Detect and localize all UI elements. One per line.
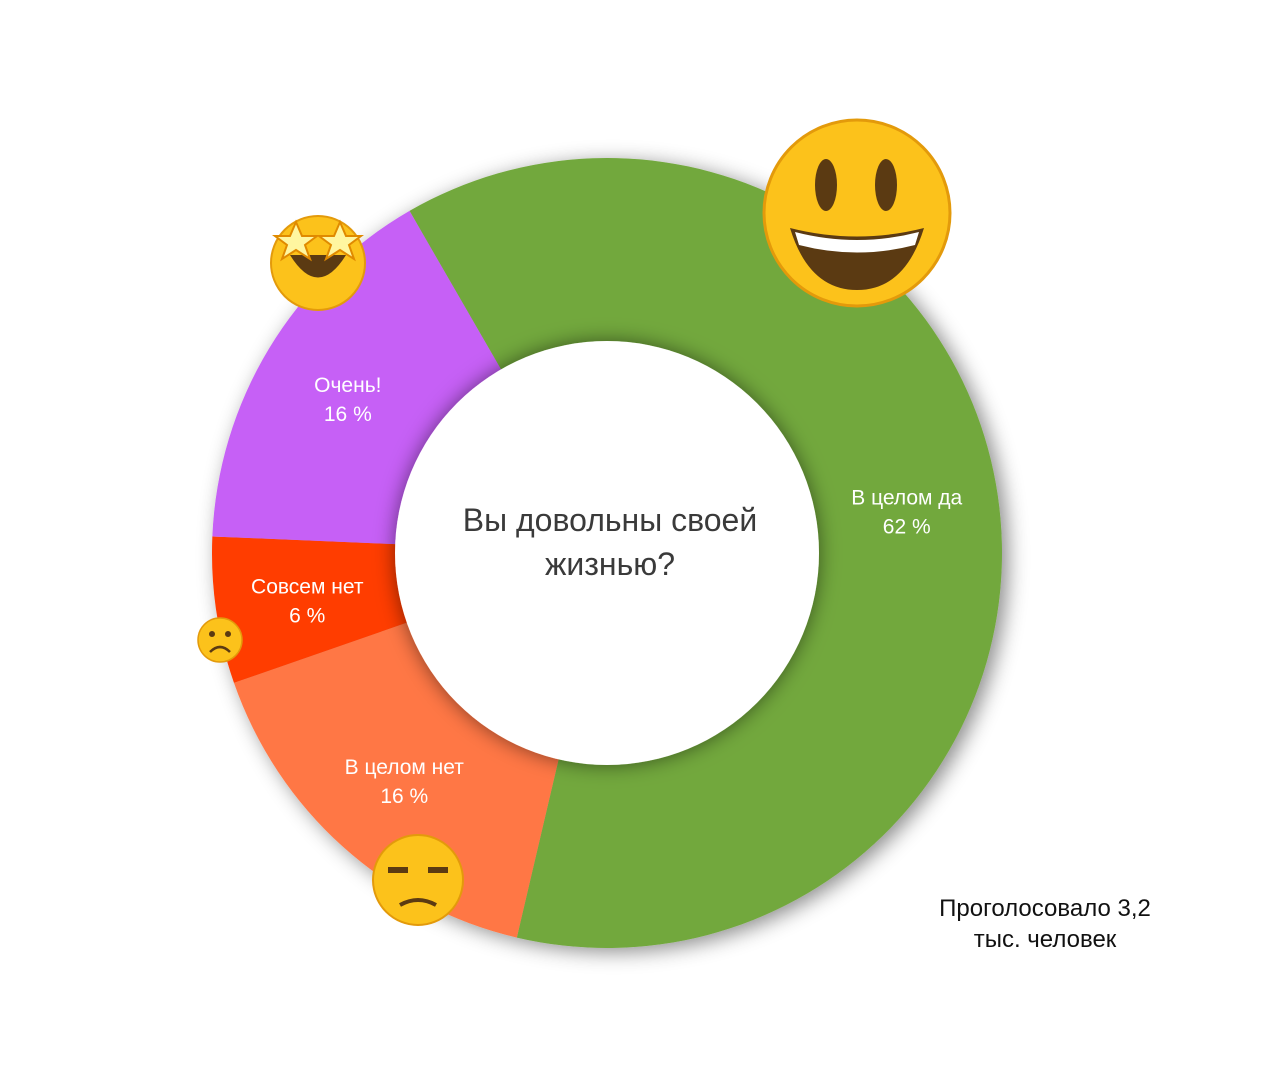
slice-value-label: 16 % (324, 403, 372, 426)
emoji-unamused (372, 834, 464, 926)
donut-slice (233, 618, 562, 938)
slice-value-label: 62 % (883, 516, 931, 539)
slice-label: Очень! 16 % (314, 374, 381, 426)
emoji-sad (197, 617, 243, 663)
donut-slice (212, 210, 507, 545)
emoji-star (270, 215, 366, 311)
slice-name: Очень! (314, 374, 381, 397)
donut-slice (212, 536, 419, 683)
emoji-happy (762, 118, 952, 308)
slice-name: В целом да (851, 487, 962, 510)
slice-value-label: 16 % (380, 785, 428, 808)
slice-name: Совсем нет (251, 575, 364, 598)
chart-title: Вы довольны своей жизнью? (462, 502, 758, 582)
slice-value-label: 6 % (289, 604, 325, 627)
slice-label: В целом нет 16 % (345, 756, 465, 808)
vote-count-note: Проголосовало 3,2 тыс. человек (939, 895, 1151, 953)
donut-hole (395, 341, 819, 765)
slice-label: Совсем нет 6 % (251, 575, 364, 627)
slice-labels: В целом да 62 % В целом нет 16 % Совсем нет 6… (251, 374, 963, 808)
slice-label: В целом да 62 % (851, 487, 962, 539)
slice-name: В целом нет (345, 756, 465, 779)
